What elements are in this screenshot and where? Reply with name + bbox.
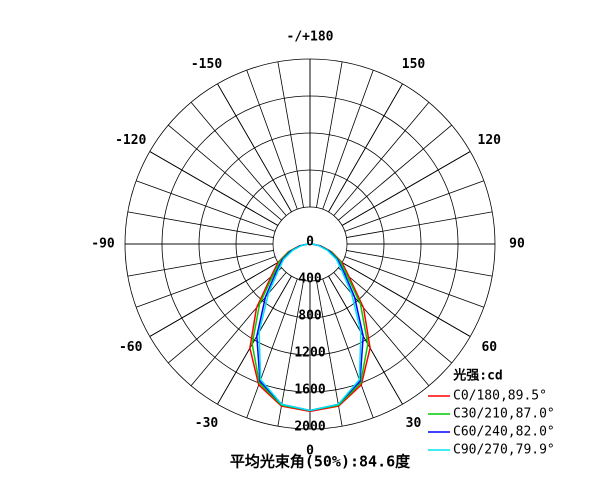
angle-grid-line	[328, 275, 403, 405]
angle-tick-label: -150	[191, 57, 222, 72]
legend-label: C60/240,82.0°	[453, 425, 555, 440]
beam-angle-note: 平均光束角(50%):84.6度	[230, 453, 411, 471]
angle-tick-label: 60	[481, 340, 497, 355]
intensity-curve	[258, 243, 362, 412]
legend-label: C90/270,79.9°	[453, 443, 555, 458]
angle-tick-label: 30	[406, 416, 422, 431]
angle-tick-label: -60	[119, 340, 143, 355]
angle-tick-label: 150	[402, 57, 426, 72]
angle-grid-line	[149, 262, 279, 337]
radial-tick-label: 400	[298, 272, 322, 287]
radial-tick-label: 0	[306, 235, 314, 250]
angle-tick-label: -120	[115, 133, 146, 148]
radial-tick-label: 800	[298, 309, 322, 324]
angle-grid-line	[217, 275, 292, 405]
angle-grid-line	[341, 151, 471, 226]
legend-label: C0/180,89.5°	[453, 389, 547, 404]
angle-tick-label: 90	[509, 237, 525, 252]
radial-tick-label: 1200	[294, 346, 325, 361]
angle-tick-label: -/+180	[287, 30, 334, 45]
angle-tick-label: 0	[306, 444, 314, 459]
angle-grid-line	[341, 262, 471, 337]
legend-title: 光强:cd	[452, 368, 502, 384]
radial-tick-label: 2000	[294, 420, 325, 435]
radial-tick-label: 1600	[294, 383, 325, 398]
intensity-curve	[249, 243, 371, 413]
angle-tick-label: -30	[195, 416, 219, 431]
angle-grid-line	[328, 83, 403, 213]
angle-grid-line	[149, 151, 279, 226]
legend-label: C30/210,87.0°	[453, 407, 555, 422]
angle-tick-label: 120	[478, 133, 502, 148]
angle-grid-line	[217, 83, 292, 213]
angle-tick-label: -90	[91, 237, 115, 252]
